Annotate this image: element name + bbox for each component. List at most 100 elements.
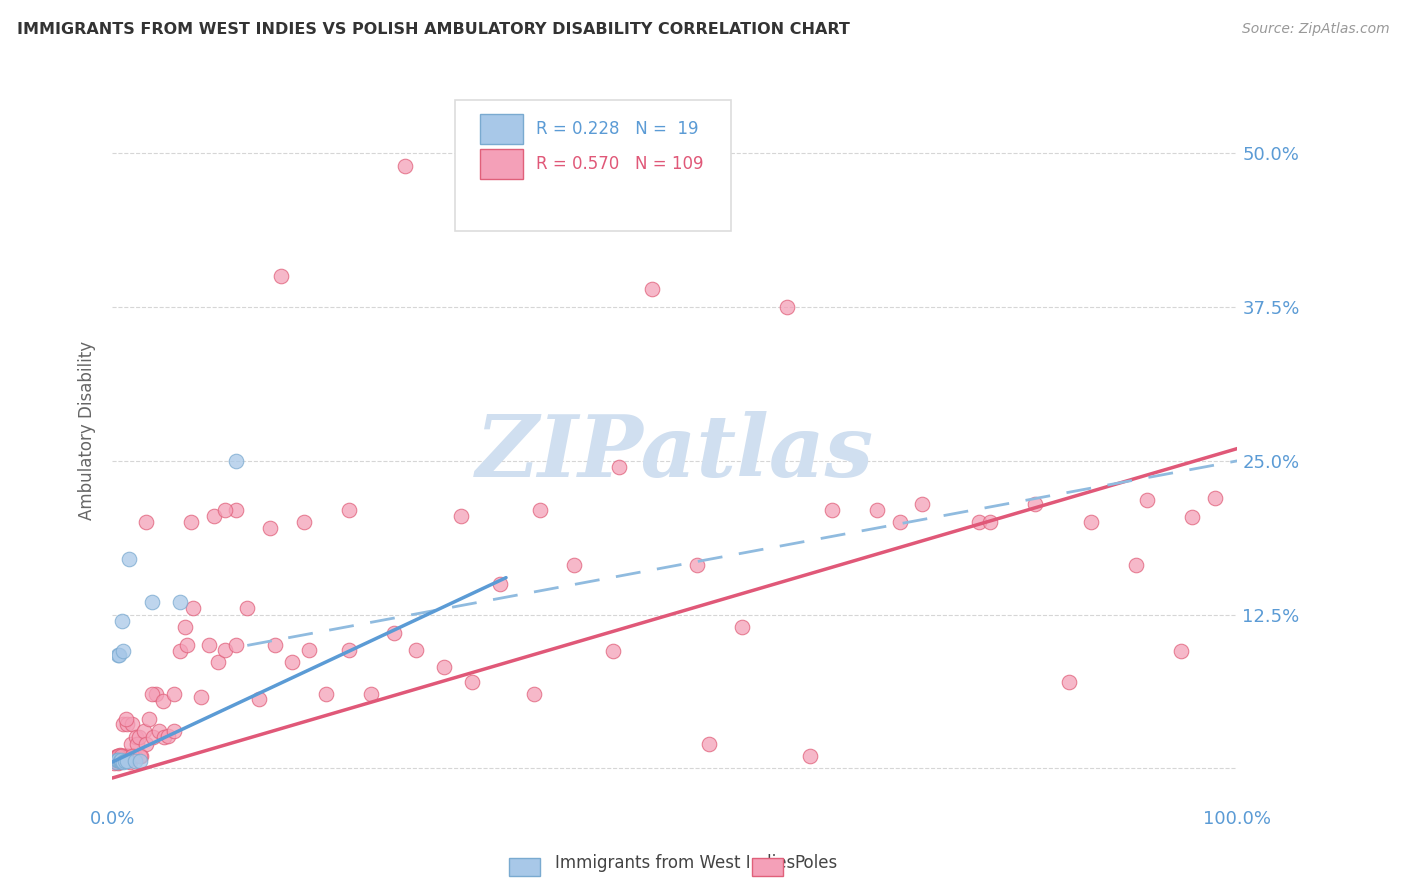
- Point: [110, 754, 132, 768]
- Text: R = 0.570   N = 109: R = 0.570 N = 109: [537, 155, 704, 173]
- Point: [1170, 644, 1192, 658]
- Point: [115, 754, 138, 768]
- Point: [686, 558, 709, 573]
- Point: [461, 675, 484, 690]
- Point: [1024, 497, 1046, 511]
- Point: [207, 656, 229, 670]
- Point: [115, 717, 138, 731]
- Point: [110, 751, 132, 765]
- Point: [270, 269, 292, 284]
- Point: [489, 576, 512, 591]
- Point: [108, 755, 131, 769]
- Point: [225, 454, 247, 468]
- Point: [776, 300, 799, 314]
- Point: [152, 693, 174, 707]
- Point: [105, 748, 128, 763]
- Point: [1080, 516, 1102, 530]
- Point: [1125, 558, 1147, 573]
- Point: [1057, 675, 1080, 690]
- Point: [697, 737, 720, 751]
- Point: [190, 690, 212, 704]
- Point: [125, 731, 148, 745]
- Point: [118, 552, 141, 566]
- Point: [138, 712, 160, 726]
- Point: [135, 737, 157, 751]
- Point: [107, 754, 129, 768]
- Point: [799, 748, 821, 763]
- Point: [124, 748, 146, 763]
- Point: [110, 754, 132, 768]
- Point: [141, 595, 163, 609]
- Point: [433, 660, 456, 674]
- Point: [337, 503, 360, 517]
- Point: [236, 601, 259, 615]
- Point: [394, 159, 416, 173]
- Point: [112, 717, 135, 731]
- Point: [979, 516, 1001, 530]
- Point: [121, 748, 143, 763]
- Point: [124, 754, 146, 768]
- Point: [180, 516, 202, 530]
- Point: [114, 748, 136, 763]
- Point: [911, 497, 934, 511]
- Point: [169, 595, 191, 609]
- Point: [264, 638, 287, 652]
- Point: [450, 509, 472, 524]
- Point: [1204, 491, 1226, 505]
- Point: [225, 503, 247, 517]
- Point: [108, 750, 131, 764]
- Point: [214, 643, 236, 657]
- Point: [125, 737, 148, 751]
- Point: [405, 643, 427, 657]
- Point: [315, 688, 337, 702]
- Point: [122, 748, 145, 763]
- Point: [107, 748, 129, 763]
- Point: [821, 503, 844, 517]
- Point: [529, 503, 551, 517]
- Point: [108, 748, 131, 763]
- Point: [120, 755, 142, 769]
- Point: [163, 688, 186, 702]
- Point: [225, 638, 247, 652]
- Point: [135, 516, 157, 530]
- Point: [112, 748, 135, 763]
- Point: [108, 648, 131, 662]
- Point: [112, 755, 135, 769]
- Point: [142, 731, 165, 745]
- Point: [337, 643, 360, 657]
- Point: [104, 754, 127, 768]
- Point: [281, 656, 304, 670]
- Point: [105, 753, 128, 767]
- Point: [104, 755, 127, 769]
- Point: [111, 754, 134, 768]
- Point: [117, 748, 139, 763]
- Point: [105, 754, 128, 768]
- Point: [129, 754, 152, 768]
- Point: [108, 748, 131, 763]
- Text: ZIPatlas: ZIPatlas: [475, 411, 875, 494]
- Point: [132, 724, 155, 739]
- Point: [202, 509, 225, 524]
- Point: [112, 644, 135, 658]
- FancyBboxPatch shape: [456, 100, 731, 231]
- Point: [111, 748, 134, 763]
- Point: [198, 638, 221, 652]
- Point: [247, 692, 270, 706]
- Point: [607, 460, 630, 475]
- Point: [731, 620, 754, 634]
- Point: [107, 648, 129, 662]
- Point: [141, 688, 163, 702]
- Point: [292, 516, 315, 530]
- FancyBboxPatch shape: [481, 113, 523, 144]
- Point: [259, 521, 281, 535]
- Point: [176, 638, 198, 652]
- Point: [153, 731, 176, 745]
- Point: [110, 753, 132, 767]
- Point: [641, 282, 664, 296]
- Point: [110, 748, 132, 763]
- Point: [1181, 510, 1204, 524]
- Point: [110, 748, 132, 763]
- Point: [103, 756, 125, 771]
- Point: [118, 748, 141, 763]
- Point: [889, 516, 911, 530]
